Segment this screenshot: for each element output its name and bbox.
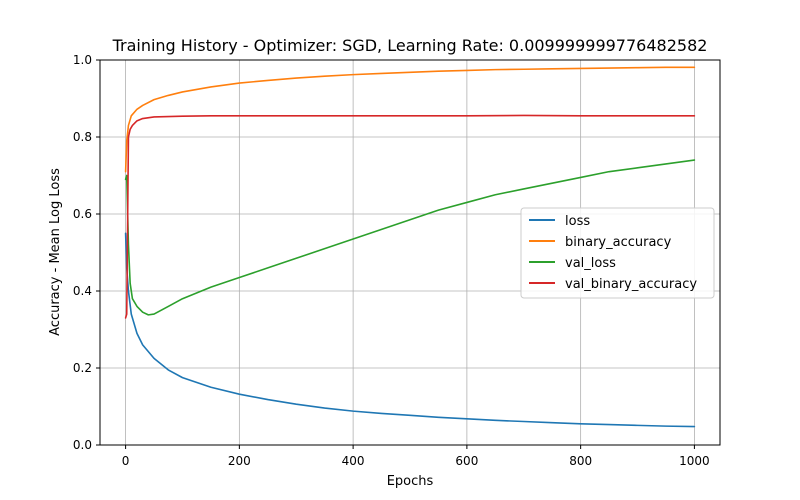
legend-box <box>520 207 715 299</box>
series-line-binary-accuracy <box>124 66 696 173</box>
y-tick-label: 0.2 <box>73 361 92 375</box>
x-tick-label: 1000 <box>679 454 710 468</box>
y-axis-label: Accuracy - Mean Log Loss <box>48 168 63 336</box>
plot-frame <box>99 59 721 446</box>
y-tick-label: 0.0 <box>73 438 92 452</box>
series-layer <box>124 66 696 428</box>
y-tick-label: 0.8 <box>73 130 92 144</box>
x-axis-label: Epochs <box>387 474 434 489</box>
legend-label: val_binary_accuracy <box>565 277 697 292</box>
legend-label: binary_accuracy <box>565 235 672 250</box>
y-tick-label: 0.4 <box>73 284 92 298</box>
x-tick-label: 400 <box>342 454 365 468</box>
series-line-loss <box>124 232 696 428</box>
legend-label: loss <box>565 214 590 229</box>
series-line-val-binary-accuracy <box>124 114 696 319</box>
legend-label: val_loss <box>565 256 616 271</box>
x-tick-label: 800 <box>569 454 592 468</box>
y-tick-label: 0.6 <box>73 207 92 221</box>
series-line-val-loss <box>124 159 696 316</box>
y-axis-ticks: 0.0 0.2 0.4 0.6 0.8 1.0 <box>73 53 100 452</box>
y-tick-label: 1.0 <box>73 53 92 67</box>
legend: loss binary_accuracy val_loss val_binary_ac… <box>520 207 715 299</box>
chart-title: Training History - Optimizer: SGD, Learn… <box>112 36 708 55</box>
x-tick-label: 600 <box>455 454 478 468</box>
x-tick-label: 0 <box>122 454 130 468</box>
x-tick-label: 200 <box>228 454 251 468</box>
x-axis-ticks: 0 200 400 600 800 1000 <box>122 445 710 468</box>
